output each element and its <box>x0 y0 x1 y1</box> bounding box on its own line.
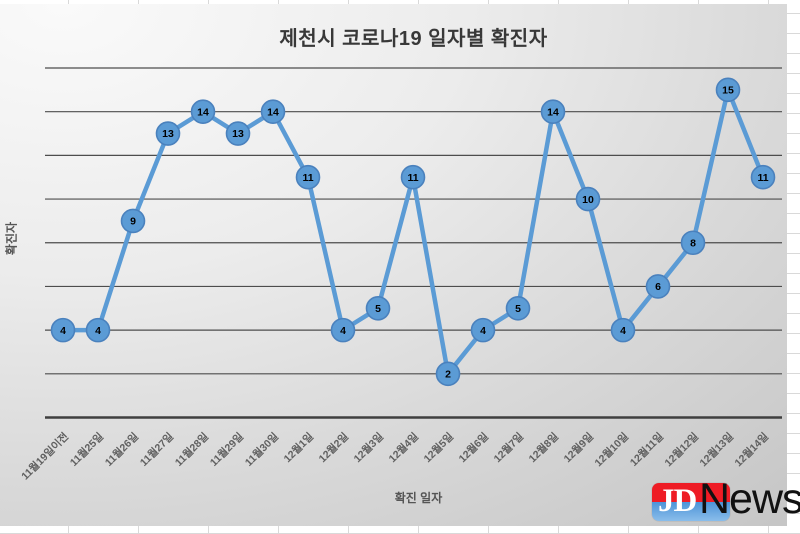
data-point-label: 4 <box>95 325 101 337</box>
data-point-label: 14 <box>197 106 209 118</box>
x-tick-label: 12월9일 <box>561 430 596 465</box>
x-tick-label: 12월12일 <box>662 430 701 469</box>
x-tick-label: 12월3일 <box>351 430 386 465</box>
x-tick-label: 11월27일 <box>137 430 176 469</box>
data-point-label: 5 <box>515 303 521 315</box>
data-point-marker <box>505 295 531 321</box>
data-point-label: 13 <box>232 128 244 140</box>
data-point-marker <box>610 317 636 343</box>
jdnews-logo-block <box>652 483 730 521</box>
jdnews-logo-jd-text: JD <box>658 483 697 519</box>
data-point-label: 2 <box>445 369 451 381</box>
data-point-marker <box>120 208 146 234</box>
data-point-marker <box>225 121 251 146</box>
x-tick-label: 12월2일 <box>316 430 351 465</box>
x-tick-label: 12월6일 <box>456 430 491 465</box>
x-tick-label: 12월4일 <box>386 430 421 465</box>
data-point-label: 14 <box>547 106 559 118</box>
x-tick-label: 12월13일 <box>697 430 736 469</box>
data-point-marker <box>190 99 216 124</box>
data-point-marker <box>680 230 706 256</box>
data-point-marker <box>155 121 181 146</box>
x-tick-label: 12월7일 <box>491 430 526 465</box>
x-tick-label: 11월19일이전 <box>18 430 71 483</box>
data-point-marker <box>575 186 601 212</box>
data-point-marker <box>645 274 671 299</box>
data-point-label: 4 <box>60 325 66 337</box>
data-point-label: 8 <box>690 237 696 249</box>
x-tick-label: 11월29일 <box>207 430 246 469</box>
data-point-marker <box>715 77 741 103</box>
data-point-label: 15 <box>722 85 734 97</box>
data-point-marker <box>260 99 286 124</box>
data-point-label: 4 <box>620 325 626 337</box>
data-point-label: 14 <box>267 106 279 118</box>
data-point-label: 4 <box>480 325 486 337</box>
data-point-label: 4 <box>340 325 346 337</box>
data-point-label: 13 <box>162 128 174 140</box>
data-point-marker <box>85 317 111 343</box>
data-point-marker <box>400 164 426 190</box>
data-point-marker <box>365 295 391 321</box>
data-point-marker <box>435 361 461 387</box>
x-tick-label: 12월11일 <box>627 430 666 469</box>
data-point-label: 10 <box>582 194 594 206</box>
data-point-marker <box>295 164 321 190</box>
x-tick-label: 11월25일 <box>67 430 106 469</box>
data-point-marker <box>750 164 776 190</box>
jdnews-logo: JD News <box>652 478 800 524</box>
data-point-marker <box>330 317 356 343</box>
x-tick-label: 12월5일 <box>421 430 456 465</box>
x-tick-label: 12월8일 <box>526 430 561 465</box>
x-tick-label: 12월14일 <box>732 430 771 469</box>
data-point-label: 9 <box>130 216 136 228</box>
data-point-label: 11 <box>757 172 768 184</box>
x-tick-label: 12월1일 <box>281 430 316 465</box>
x-tick-label: 11월30일 <box>242 430 281 469</box>
data-point-label: 6 <box>655 281 661 293</box>
data-point-label: 11 <box>407 172 418 184</box>
data-point-marker <box>540 99 566 124</box>
chart-area <box>0 4 787 526</box>
data-point-marker <box>470 317 496 343</box>
data-point-marker <box>50 317 76 343</box>
x-tick-label: 11월28일 <box>172 430 211 469</box>
x-axis-title: 확진 일자 <box>394 491 443 505</box>
data-point-label: 11 <box>302 172 313 184</box>
x-tick-label: 11월26일 <box>102 430 141 469</box>
jdnews-logo-news-text: News <box>699 475 800 523</box>
chart-title: 제천시 코로나19 일자별 확진자 <box>279 28 548 50</box>
data-point-label: 5 <box>375 303 381 315</box>
x-tick-label: 12월10일 <box>592 430 631 469</box>
